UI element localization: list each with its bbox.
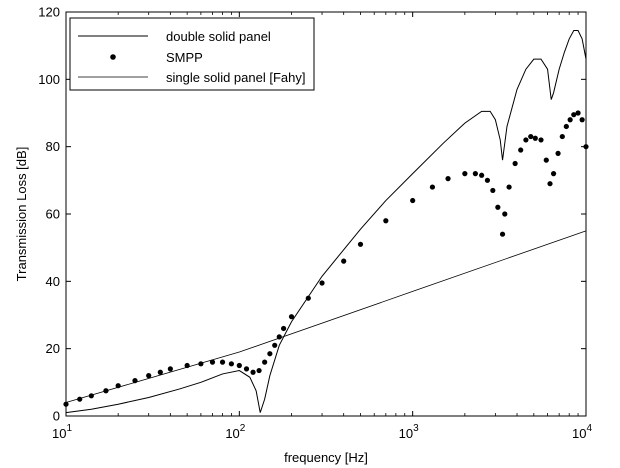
smpp-point bbox=[445, 176, 451, 182]
smpp-point bbox=[547, 181, 553, 187]
smpp-point bbox=[472, 171, 478, 177]
y-tick-label: 40 bbox=[46, 274, 60, 289]
smpp-point bbox=[512, 160, 518, 167]
y-tick-label: 20 bbox=[46, 341, 60, 356]
smpp-point bbox=[209, 359, 216, 365]
x-tick-label: 104 bbox=[572, 423, 592, 441]
smpp-point bbox=[528, 133, 534, 140]
y-tick-label: 60 bbox=[46, 207, 60, 222]
smpp-point bbox=[280, 325, 287, 332]
smpp-point bbox=[495, 204, 501, 210]
smpp-point bbox=[319, 280, 325, 286]
series-single-solid-panel bbox=[65, 230, 587, 403]
smpp-point bbox=[490, 187, 496, 194]
tick-layer: 101 102 103 104 0 20 40 60 80 100 120 bbox=[38, 5, 592, 442]
smpp-point bbox=[410, 197, 416, 204]
smpp-point bbox=[305, 295, 311, 301]
smpp-point bbox=[462, 171, 468, 177]
smpp-point bbox=[479, 172, 485, 178]
smpp-point bbox=[567, 117, 573, 123]
smpp-point bbox=[555, 150, 561, 156]
legend: double solid panel SMPP single solid pan… bbox=[69, 17, 315, 91]
smpp-point bbox=[559, 133, 565, 140]
smpp-point bbox=[383, 218, 389, 224]
smpp-point bbox=[543, 157, 549, 163]
smpp-point bbox=[341, 258, 347, 264]
smpp-point bbox=[262, 359, 268, 365]
smpp-point bbox=[250, 369, 256, 375]
legend-label-double-solid-panel: double solid panel bbox=[166, 29, 271, 44]
smpp-point bbox=[550, 171, 557, 177]
smpp-point bbox=[523, 137, 529, 143]
y-tick-label: 120 bbox=[38, 5, 60, 20]
y-tick-label: 100 bbox=[38, 72, 60, 87]
legend-swatch-smpp bbox=[110, 54, 116, 60]
smpp-point bbox=[256, 367, 262, 374]
series-layer bbox=[63, 30, 589, 414]
smpp-point bbox=[272, 342, 278, 348]
smpp-point bbox=[219, 359, 226, 365]
smpp-point bbox=[167, 366, 173, 372]
smpp-point bbox=[506, 184, 512, 190]
smpp-point bbox=[243, 366, 250, 372]
x-tick-label: 102 bbox=[225, 423, 245, 441]
smpp-point bbox=[502, 211, 508, 217]
smpp-point bbox=[429, 184, 436, 190]
series-double-solid-panel bbox=[65, 30, 587, 414]
smpp-point bbox=[157, 369, 163, 375]
smpp-point bbox=[236, 362, 242, 369]
smpp-point bbox=[484, 177, 491, 183]
legend-label-smpp: SMPP bbox=[166, 50, 203, 65]
smpp-point bbox=[538, 137, 544, 143]
legend-box bbox=[69, 17, 315, 91]
y-tick-label: 0 bbox=[53, 409, 60, 424]
smpp-markers bbox=[63, 110, 589, 407]
smpp-point bbox=[146, 373, 152, 379]
smpp-point bbox=[288, 314, 295, 320]
smpp-point bbox=[575, 110, 581, 116]
smpp-point bbox=[228, 361, 234, 367]
x-tick-label: 103 bbox=[399, 423, 419, 441]
x-tick-label: 101 bbox=[52, 423, 72, 441]
legend-label-single-solid-panel: single solid panel [Fahy] bbox=[166, 70, 305, 85]
y-tick-label: 80 bbox=[46, 139, 60, 154]
smpp-point bbox=[518, 147, 524, 153]
y-axis-title: Transmission Loss [dB] bbox=[14, 147, 29, 282]
smpp-point bbox=[571, 112, 577, 118]
smpp-point bbox=[267, 351, 273, 357]
smpp-point bbox=[357, 241, 364, 247]
smpp-point bbox=[563, 123, 569, 130]
x-axis-title: frequency [Hz] bbox=[284, 450, 368, 465]
smpp-point bbox=[499, 231, 506, 237]
smpp-point bbox=[579, 117, 585, 123]
smpp-point bbox=[532, 135, 538, 141]
